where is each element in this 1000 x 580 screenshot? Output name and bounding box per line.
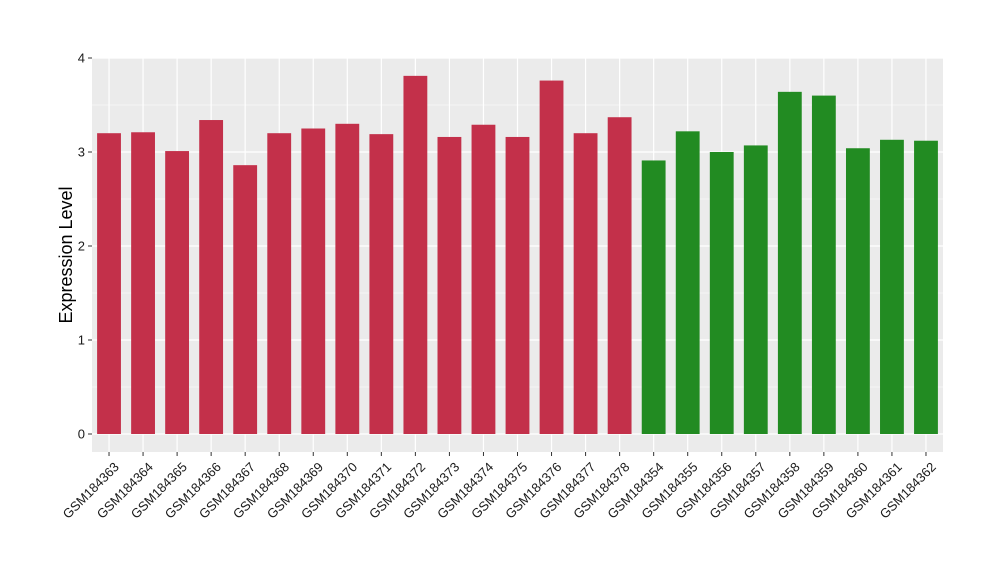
bar-gsm184358 [777,91,802,434]
bar-gsm184362 [914,140,938,434]
bar-gsm184355 [675,131,700,434]
bar-gsm184367 [233,165,258,434]
bar-gsm184374 [471,124,496,435]
bar-gsm184369 [301,128,326,434]
bar-gsm184376 [539,80,564,434]
bar-gsm184363 [97,133,121,434]
y-axis: 0 1 2 3 4 [78,51,92,442]
bar-gsm184365 [165,151,190,434]
y-tick-label: 4 [78,51,85,66]
bar-gsm184370 [335,123,360,435]
bar-gsm184357 [743,145,768,435]
bar-gsm184359 [811,95,836,434]
bar-gsm184356 [709,152,734,434]
bar-gsm184372 [403,75,428,435]
bar-gsm184364 [131,132,155,434]
y-axis-title: Expression Level [56,186,76,323]
bar-gsm184360 [845,148,870,435]
bar-gsm184361 [880,139,904,434]
bar-gsm184377 [573,133,598,434]
y-tick-label: 1 [78,333,85,348]
bar-gsm184373 [437,136,462,434]
bar-gsm184375 [505,136,530,434]
y-tick-label: 2 [78,239,85,254]
x-axis: GSM184363GSM184364GSM184365GSM184366GSM1… [60,452,939,522]
bar-gsm184371 [369,134,394,434]
y-tick-label: 3 [78,145,85,160]
bar-gsm184368 [267,133,292,434]
bar-gsm184354 [641,160,666,434]
bars [97,75,938,435]
y-tick-label: 0 [78,427,85,442]
bar-gsm184366 [199,120,224,434]
bar-gsm184378 [607,117,632,434]
